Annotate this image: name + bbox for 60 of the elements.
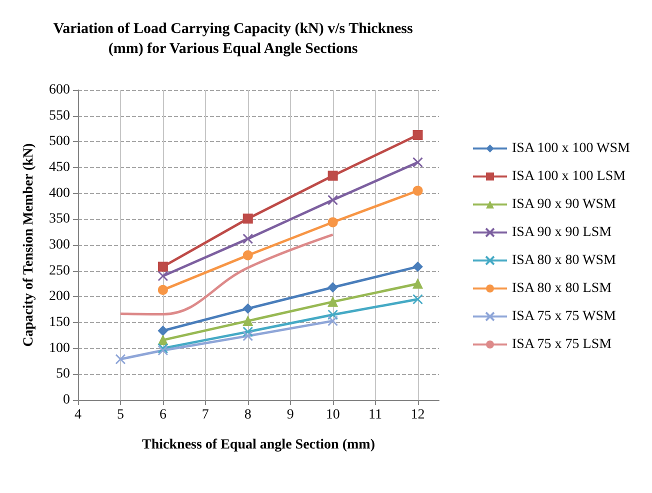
legend-label: ISA 100 x 100 WSM: [512, 141, 631, 156]
point: [412, 186, 423, 196]
y-tick-label: 500: [49, 134, 70, 150]
x-tick-label: 11: [368, 408, 382, 422]
legend-label: ISA 75 x 75 LSM: [512, 337, 612, 352]
point: [328, 316, 338, 326]
legend-label: ISA 75 x 75 WSM: [512, 309, 617, 324]
y-tick-label: 0: [63, 392, 70, 408]
legend-label: ISA 80 x 80 LSM: [512, 281, 612, 296]
y-tick-label: 550: [49, 108, 70, 124]
point: [242, 304, 253, 314]
x-tick-label: 8: [244, 408, 252, 422]
x-tick-label: 4: [74, 408, 82, 422]
y-tick-label: 100: [49, 340, 70, 356]
x-tick-label: 5: [116, 408, 124, 422]
point: [328, 310, 338, 320]
point: [412, 294, 424, 304]
point: [412, 278, 423, 289]
x-tick-label: 10: [326, 408, 340, 422]
line-series: [119, 233, 334, 316]
y-tick-label: 200: [49, 289, 70, 304]
legend-label: ISA 80 x 80 WSM: [512, 253, 617, 268]
x-tick-label: 7: [202, 408, 209, 422]
x-tick-label: 6: [159, 408, 166, 422]
y-tick-label: 150: [49, 315, 70, 330]
point: [242, 250, 253, 260]
point: [412, 262, 423, 272]
y-tick-label: 350: [49, 212, 70, 227]
x-tick-label: 12: [410, 408, 425, 422]
point: [158, 270, 168, 282]
point: [328, 194, 338, 206]
point: [158, 326, 168, 336]
legend-label: ISA 90 x 90 WSM: [512, 197, 617, 212]
point: [242, 214, 253, 224]
point: [412, 157, 424, 168]
y-tick-label: 600: [49, 82, 70, 98]
y-tick-label: 300: [49, 238, 70, 252]
point: [242, 330, 254, 342]
point: [158, 262, 168, 272]
y-tick-label: 450: [49, 160, 70, 175]
point: [328, 296, 338, 307]
point: [242, 326, 254, 338]
point: [328, 170, 338, 181]
legend-label: ISA 100 x 100 LSM: [512, 169, 626, 184]
point: [158, 335, 168, 346]
chart-title: Variation of Load Carrying Capacity (kN) v/s Thickness (mm) for Various Equal Angle Sections: [53, 21, 413, 57]
point: [328, 217, 338, 228]
x-tick-label: 9: [286, 408, 294, 422]
point: [328, 282, 338, 292]
y-axis-title: Capacity of Tension Member (kN): [22, 142, 36, 347]
point: [242, 234, 254, 244]
y-tick-label: 250: [49, 263, 70, 278]
point: [158, 284, 168, 295]
x-axis-title: Thickness of Equal angle Section (mm): [142, 438, 376, 452]
y-tick-label: 400: [49, 186, 70, 201]
y-tick-label: 50: [56, 366, 70, 382]
point: [242, 316, 253, 326]
point: [412, 130, 423, 140]
point: [115, 354, 126, 364]
legend-label: ISA 90 x 90 LSM: [512, 225, 612, 240]
